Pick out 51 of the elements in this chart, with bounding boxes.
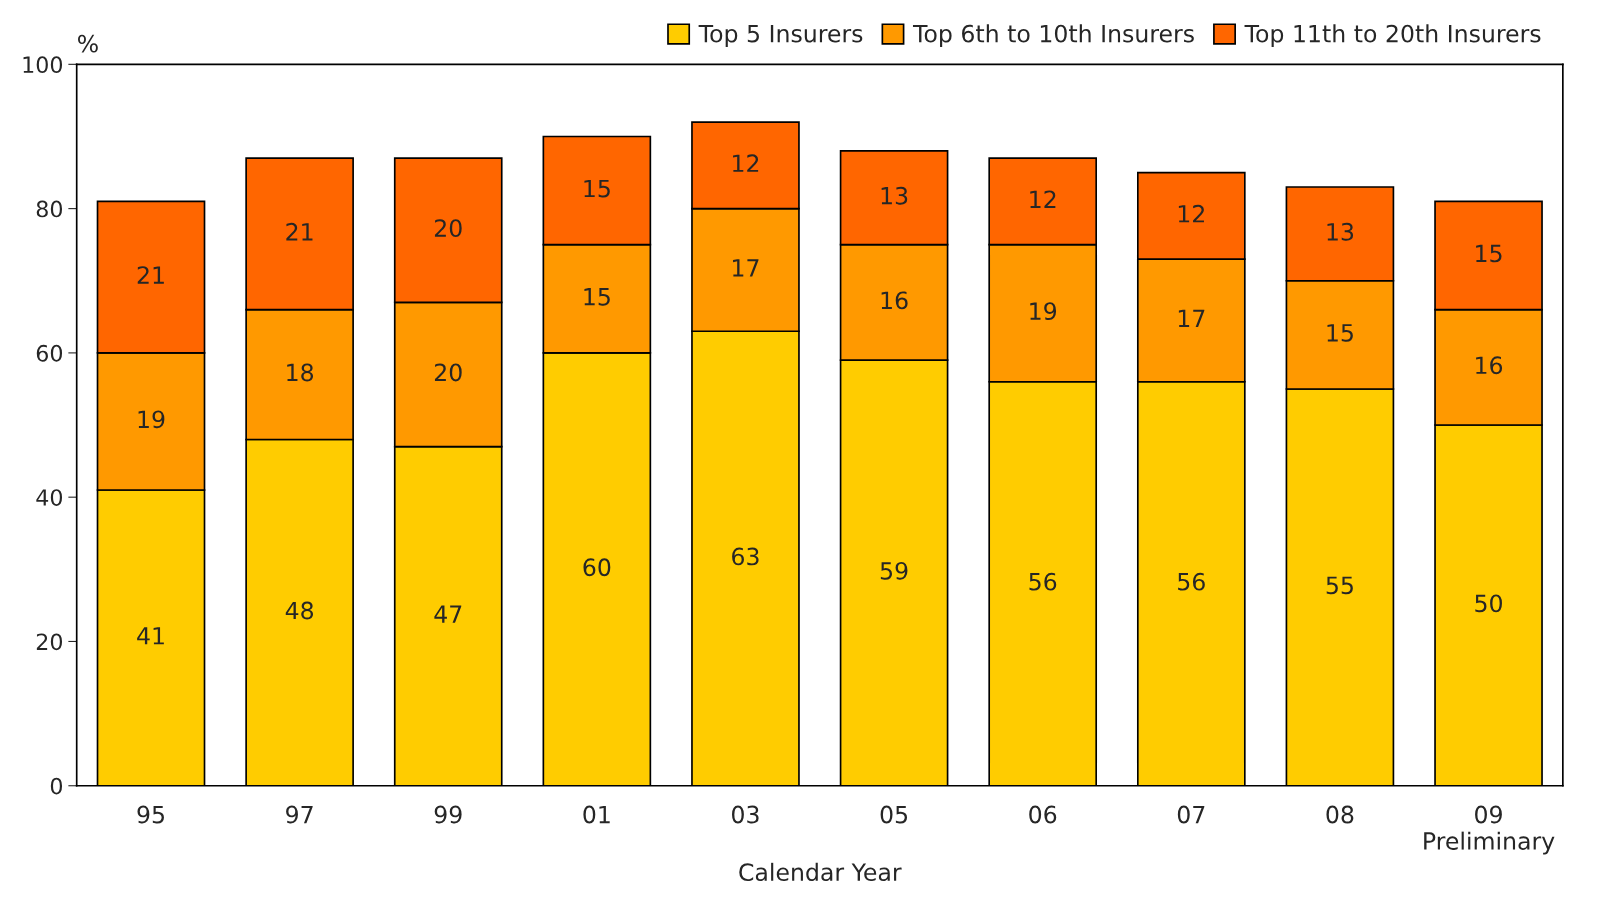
y-tick-label: 80 <box>36 200 63 218</box>
data-label: 15 <box>1327 324 1353 342</box>
x-tick-label: 09 Preliminary <box>1424 805 1555 855</box>
x-tick-label: 03 <box>732 805 759 824</box>
data-label: 21 <box>137 266 164 284</box>
x-tick-label: 06 <box>1029 805 1057 824</box>
data-label: 60 <box>583 558 611 577</box>
y-tick-label: 0 <box>50 777 63 795</box>
data-label: 16 <box>881 291 908 310</box>
data-label: 20 <box>434 363 462 382</box>
data-label: 59 <box>880 561 908 580</box>
data-label: 17 <box>733 259 759 277</box>
y-tick-label: 20 <box>36 633 63 651</box>
data-label: 55 <box>1326 576 1353 595</box>
data-label: 12 <box>733 154 759 172</box>
data-label: 63 <box>732 547 759 566</box>
data-label: 47 <box>434 605 462 623</box>
data-label: 13 <box>881 186 908 205</box>
data-label: 50 <box>1475 594 1502 613</box>
data-label: 12 <box>1030 190 1056 208</box>
data-label: 21 <box>286 222 313 241</box>
data-label: 48 <box>285 601 314 620</box>
x-tick-label: 01 <box>583 805 610 824</box>
data-label: 12 <box>1178 204 1204 223</box>
x-tick-label: 99 <box>434 805 462 824</box>
y-tick-label: 40 <box>36 489 63 506</box>
legend-label: Top 11th to 20th Insurers <box>1244 24 1541 48</box>
data-label: 13 <box>1327 222 1354 241</box>
x-tick-label: 07 <box>1177 805 1205 824</box>
x-tick-label: 08 <box>1326 805 1354 824</box>
data-label: 16 <box>1476 356 1503 375</box>
x-tick-label: 95 <box>137 805 164 824</box>
data-label: 15 <box>584 179 610 198</box>
x-tick-label: 05 <box>880 805 908 824</box>
data-label: 17 <box>1178 309 1205 327</box>
data-label: 19 <box>1030 302 1057 321</box>
data-label: 56 <box>1029 572 1057 591</box>
x-tick-label: 97 <box>286 805 313 824</box>
legend-label: Top 6th to 10th Insurers <box>912 24 1194 48</box>
x-axis-title: Calendar Year <box>739 862 902 882</box>
legend-label: Top 5 Insurers <box>698 24 863 48</box>
data-label: 18 <box>287 363 314 382</box>
y-tick-label: 100 <box>23 56 63 74</box>
data-label: 15 <box>1476 244 1502 263</box>
data-label: 41 <box>137 627 164 645</box>
data-label: 56 <box>1178 572 1205 591</box>
data-label: 15 <box>584 288 610 306</box>
y-axis-title: % <box>78 34 98 53</box>
data-label: 20 <box>434 219 462 238</box>
y-tick-label: 60 <box>36 344 63 362</box>
data-label: 19 <box>138 410 165 429</box>
